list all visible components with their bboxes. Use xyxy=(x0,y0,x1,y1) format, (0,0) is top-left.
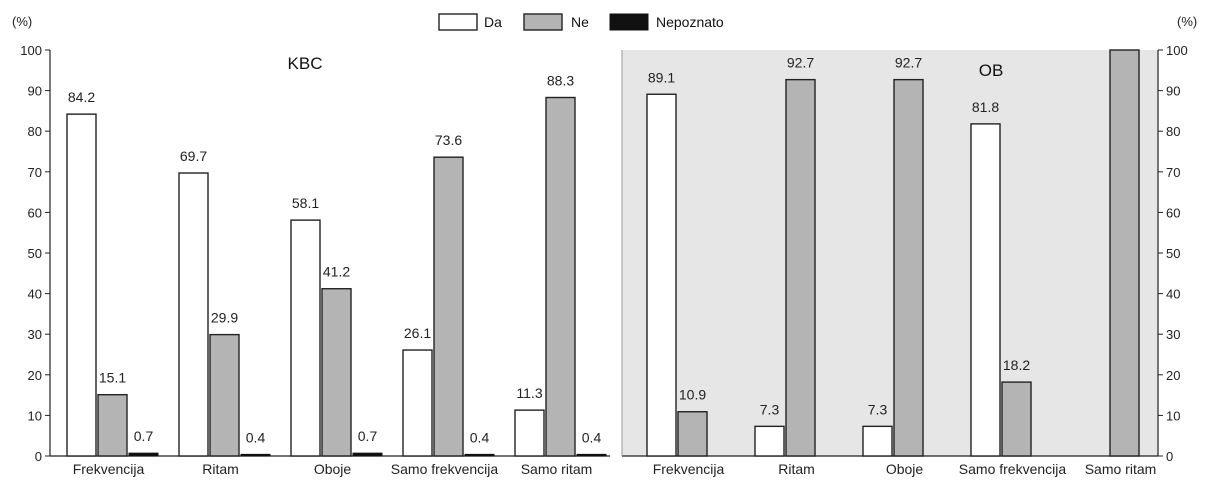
ob-category-label: Oboje xyxy=(886,461,924,477)
kbc-y-tick-label: 20 xyxy=(28,368,42,383)
kbc-category-label: Ritam xyxy=(202,461,239,477)
ob-y-tick-label: 100 xyxy=(1166,43,1188,58)
kbc-data-label-ne: 15.1 xyxy=(99,370,126,386)
ob-data-label-ne: 18.2 xyxy=(1003,357,1030,373)
kbc-bar-ne xyxy=(433,156,464,457)
ob-bar-ne xyxy=(893,78,924,457)
ob-y-tick-label: 80 xyxy=(1166,124,1180,139)
legend-label-da: Da xyxy=(484,14,502,30)
kbc-y-tick-label: 80 xyxy=(28,124,42,139)
ob-panel-background xyxy=(622,50,1158,456)
ob-category-label: Frekvencija xyxy=(653,461,725,477)
ob-data-label-da: 7.3 xyxy=(868,401,888,417)
kbc-y-tick-label: 0 xyxy=(35,449,42,464)
kbc-y-tick-label: 60 xyxy=(28,205,42,220)
ob-y-tick-label: 10 xyxy=(1166,408,1180,423)
legend-label-np: Nepoznato xyxy=(656,14,724,30)
ob-y-tick-label: 20 xyxy=(1166,368,1180,383)
ob-y-tick-label: 50 xyxy=(1166,246,1180,261)
legend-swatch-np xyxy=(609,13,649,31)
kbc-data-label-np: 0.4 xyxy=(246,429,266,445)
kbc-bar-np xyxy=(576,453,607,457)
ob-y-tick-label: 90 xyxy=(1166,84,1180,99)
kbc-y-tick-label: 40 xyxy=(28,287,42,302)
ob-y-tick-label: 40 xyxy=(1166,287,1180,302)
kbc-bar-da xyxy=(290,219,321,457)
ob-data-label-ne: 92.7 xyxy=(787,55,814,71)
ob-bar-da xyxy=(970,123,1001,457)
kbc-y-tick-label: 100 xyxy=(20,43,42,58)
ob-data-label-da: 81.8 xyxy=(972,99,999,115)
ob-y-tick-label: 30 xyxy=(1166,327,1180,342)
kbc-data-label-np: 0.4 xyxy=(470,429,490,445)
kbc-data-label-np: 0.4 xyxy=(582,429,602,445)
kbc-bar-da xyxy=(66,113,97,457)
kbc-y-tick-label: 50 xyxy=(28,246,42,261)
kbc-y-tick-label: 90 xyxy=(28,84,42,99)
ob-bar-ne xyxy=(677,411,708,457)
kbc-y-tick-label: 70 xyxy=(28,165,42,180)
ob-data-label-ne: 10.9 xyxy=(679,387,706,403)
kbc-bar-np xyxy=(464,453,495,457)
ob-data-label-da: 89.1 xyxy=(648,69,675,85)
kbc-category-label: Frekvencija xyxy=(73,461,145,477)
kbc-bar-np xyxy=(240,453,271,457)
ob-y-tick-label: 0 xyxy=(1166,449,1173,464)
kbc-data-label-ne: 41.2 xyxy=(323,264,350,280)
kbc-bar-ne xyxy=(545,96,576,457)
ob-bar-da xyxy=(862,425,893,457)
kbc-bar-ne xyxy=(321,288,352,457)
kbc-bar-np xyxy=(352,452,383,457)
ob-bar-ne xyxy=(1001,381,1032,457)
kbc-data-label-ne: 73.6 xyxy=(435,132,462,148)
ob-bar-ne xyxy=(785,78,816,457)
legend-label-ne: Ne xyxy=(571,14,589,30)
ob-category-label: Samo ritam xyxy=(1085,461,1157,477)
ob-bar-da xyxy=(646,93,677,457)
kbc-bar-np xyxy=(128,452,159,457)
kbc-category-label: Oboje xyxy=(314,461,352,477)
ob-bar-ne xyxy=(1109,49,1140,457)
kbc-data-label-da: 69.7 xyxy=(180,148,207,164)
kbc-data-label-np: 0.7 xyxy=(358,428,378,444)
kbc-data-label-ne: 29.9 xyxy=(211,310,238,326)
kbc-data-label-da: 58.1 xyxy=(292,195,319,211)
ob-data-label-ne: 92.7 xyxy=(895,55,922,71)
kbc-unit-label: (%) xyxy=(12,14,32,29)
kbc-category-label: Samo ritam xyxy=(521,461,593,477)
kbc-data-label-ne: 88.3 xyxy=(547,73,574,89)
ob-data-label-da: 7.3 xyxy=(760,401,780,417)
kbc-title: KBC xyxy=(288,54,323,73)
ob-y-tick-label: 60 xyxy=(1166,205,1180,220)
kbc-bar-ne xyxy=(97,393,128,457)
ob-unit-label: (%) xyxy=(1177,14,1197,29)
kbc-y-tick-label: 10 xyxy=(28,408,42,423)
ob-category-label: Ritam xyxy=(778,461,815,477)
legend-swatch-ne xyxy=(523,13,563,31)
kbc-data-label-da: 84.2 xyxy=(68,89,95,105)
kbc-data-label-da: 26.1 xyxy=(404,325,431,341)
ob-bar-da xyxy=(754,425,785,457)
kbc-bar-ne xyxy=(209,333,240,457)
ob-category-label: Samo frekvencija xyxy=(959,461,1067,477)
kbc-data-label-da: 11.3 xyxy=(516,385,542,401)
kbc-bar-da xyxy=(402,349,433,457)
kbc-data-label-np: 0.7 xyxy=(134,428,154,444)
legend-swatch-da xyxy=(438,13,478,31)
kbc-category-label: Samo frekvencija xyxy=(391,461,499,477)
ob-title: OB xyxy=(979,61,1004,80)
kbc-bar-da xyxy=(514,409,545,457)
kbc-bar-da xyxy=(178,172,209,457)
ob-y-tick-label: 70 xyxy=(1166,165,1180,180)
kbc-y-tick-label: 30 xyxy=(28,327,42,342)
